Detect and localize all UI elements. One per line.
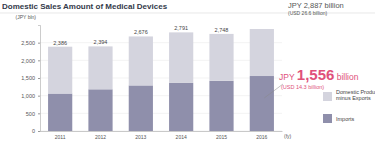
y-tick-label: 500	[26, 111, 35, 117]
annotation: 2,791	[174, 25, 188, 31]
y-axis-line	[38, 26, 41, 132]
bar	[88, 89, 112, 131]
y-tick-label: 1,500	[21, 75, 35, 81]
y-tick-label: 1,000	[21, 93, 35, 99]
legend-swatch	[323, 114, 332, 123]
y-tick-mark	[38, 113, 40, 114]
bar	[209, 34, 233, 81]
annotation: 2,748	[215, 27, 229, 33]
title: Domestic Sales Amount of Medical Devices	[2, 2, 168, 11]
x-axis-title: (fy)	[284, 133, 292, 139]
chart: Domestic Sales Amount of Medical Devices…	[0, 0, 375, 143]
grid-line	[40, 78, 282, 79]
annotations: 2,386 2,394 2,676 2,791 2,748 JPY 2,887 billi…	[53, 1, 358, 98]
y-tick-label: 2,000	[21, 58, 35, 64]
y-axis-title: (JPY bln)	[16, 14, 37, 20]
x-tick: 2016	[256, 131, 267, 140]
annotation: 2,386	[53, 40, 67, 46]
x-tick: 2012	[95, 131, 106, 140]
x-tick: 2011	[55, 131, 66, 140]
y-tick: 500	[26, 111, 40, 117]
y-tick-label: 2,500	[21, 40, 35, 46]
x-tick-label: 2012	[95, 134, 106, 140]
bars	[48, 29, 274, 131]
y-tick-mark	[38, 60, 40, 61]
bar	[209, 81, 233, 131]
y-tick: 2,000	[21, 58, 40, 64]
bar	[48, 94, 72, 131]
legend-label: Domestic Productionminus Exports	[336, 89, 375, 101]
y-tick-mark	[38, 96, 40, 97]
x-axis: 2011 2012 2013 2014 2015 2016	[41, 131, 283, 140]
x-tick: 2013	[135, 131, 146, 140]
grid-line	[40, 60, 282, 61]
bar	[88, 46, 112, 89]
annotation: 2,676	[134, 29, 148, 35]
grid-line	[40, 95, 282, 96]
bar	[250, 29, 274, 76]
grid-line	[40, 42, 282, 43]
y-tick-mark	[38, 131, 40, 132]
x-tick-label: 2014	[176, 134, 187, 140]
grid	[40, 43, 282, 131]
grid-line	[40, 113, 282, 114]
x-tick-label: 2015	[216, 134, 227, 140]
y-tick-label: 0	[32, 128, 35, 134]
y-tick-mark	[38, 43, 40, 44]
annotation: 2,394	[94, 39, 108, 45]
y-tick: 1,500	[21, 75, 40, 81]
annotation: (USD 26.6 billion)	[288, 10, 328, 16]
bar	[129, 85, 153, 131]
annotation: JPY 1,556 billion	[279, 66, 359, 83]
y-tick: 2,500	[21, 40, 40, 46]
x-tick-label: 2013	[135, 134, 146, 140]
bar	[48, 47, 72, 94]
legend: Domestic Productionminus Exports Imports	[323, 89, 375, 123]
x-axis-line	[41, 131, 283, 132]
x-tick: 2015	[216, 131, 227, 140]
bar-series	[48, 76, 274, 131]
legend-swatch	[323, 92, 332, 101]
bar	[169, 32, 193, 83]
x-tick: 2014	[176, 131, 187, 140]
bar-series	[48, 29, 274, 94]
y-axis: 0 500 1,000 1,500 2,000 2,500	[21, 26, 40, 135]
bar	[169, 83, 193, 131]
bar	[250, 76, 274, 131]
grid-line	[40, 131, 282, 132]
annotation: (USD 14.3 billion)	[281, 84, 324, 90]
y-tick-mark	[38, 78, 40, 79]
x-tick-label: 2016	[256, 134, 267, 140]
legend-label: Imports	[336, 116, 355, 122]
bar	[129, 36, 153, 85]
y-tick: 1,000	[21, 93, 40, 99]
annotation: JPY 2,887 billion	[288, 1, 344, 10]
x-tick-label: 2011	[55, 134, 66, 140]
y-tick: 0	[32, 128, 40, 134]
